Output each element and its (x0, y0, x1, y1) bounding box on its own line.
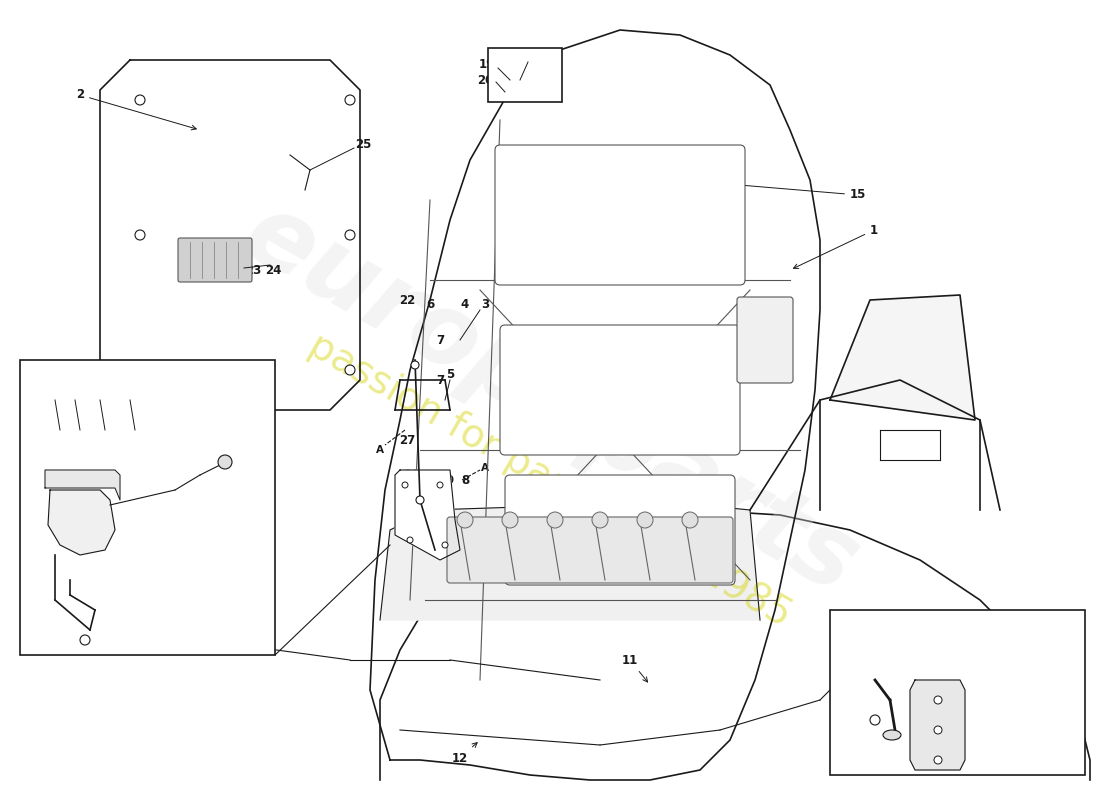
Text: 2: 2 (76, 89, 196, 130)
Text: 22: 22 (398, 294, 415, 306)
Text: 18: 18 (865, 729, 881, 742)
Circle shape (80, 635, 90, 645)
Text: 28: 28 (47, 386, 63, 398)
FancyBboxPatch shape (500, 325, 740, 455)
Text: 8: 8 (461, 474, 469, 486)
Circle shape (637, 512, 653, 528)
Circle shape (135, 95, 145, 105)
Circle shape (547, 512, 563, 528)
Circle shape (407, 537, 412, 543)
Circle shape (416, 496, 424, 504)
FancyBboxPatch shape (488, 48, 562, 102)
Circle shape (870, 715, 880, 725)
Text: 9: 9 (446, 474, 454, 486)
Circle shape (934, 756, 942, 764)
FancyBboxPatch shape (495, 145, 745, 285)
Text: europaparts: europaparts (227, 185, 873, 615)
Text: 24: 24 (265, 263, 282, 277)
Circle shape (456, 512, 473, 528)
FancyBboxPatch shape (737, 297, 793, 383)
Polygon shape (395, 470, 460, 560)
Text: 11: 11 (621, 654, 648, 682)
Ellipse shape (883, 730, 901, 740)
Text: A: A (481, 463, 490, 473)
Text: 1: 1 (793, 223, 878, 269)
Circle shape (592, 512, 608, 528)
Text: 16: 16 (1057, 714, 1074, 726)
Text: 30: 30 (92, 386, 108, 398)
Text: 7: 7 (436, 334, 444, 346)
Circle shape (682, 512, 698, 528)
FancyBboxPatch shape (178, 238, 252, 282)
FancyBboxPatch shape (830, 610, 1085, 775)
Circle shape (442, 542, 448, 548)
Text: 5: 5 (446, 369, 454, 382)
Text: 4: 4 (461, 298, 469, 311)
Text: 12: 12 (452, 742, 477, 765)
Text: 23: 23 (245, 263, 262, 277)
Text: 25: 25 (355, 138, 372, 151)
Circle shape (135, 230, 145, 240)
Text: 17: 17 (847, 709, 864, 722)
Polygon shape (48, 490, 116, 555)
Circle shape (218, 455, 232, 469)
Text: 7: 7 (436, 374, 444, 386)
FancyBboxPatch shape (505, 475, 735, 585)
Polygon shape (370, 30, 820, 780)
Circle shape (135, 365, 145, 375)
Circle shape (345, 230, 355, 240)
Polygon shape (379, 505, 760, 620)
Text: 26: 26 (404, 469, 420, 482)
Text: 20: 20 (476, 74, 493, 86)
Text: 27: 27 (398, 434, 415, 446)
Circle shape (345, 365, 355, 375)
Text: A: A (376, 445, 384, 455)
Text: 31: 31 (122, 386, 139, 398)
Text: 3: 3 (481, 298, 490, 311)
Polygon shape (379, 510, 1090, 780)
Text: passion for parts since 1985: passion for parts since 1985 (302, 326, 798, 634)
Text: 15: 15 (684, 178, 867, 202)
Circle shape (934, 696, 942, 704)
FancyBboxPatch shape (20, 360, 275, 655)
Text: 19: 19 (478, 58, 495, 71)
Text: 29: 29 (67, 386, 84, 398)
Circle shape (411, 361, 419, 369)
Text: 14: 14 (52, 615, 68, 629)
Circle shape (437, 482, 443, 488)
Circle shape (502, 512, 518, 528)
FancyBboxPatch shape (447, 517, 733, 583)
Polygon shape (45, 470, 120, 500)
Polygon shape (100, 60, 360, 410)
Circle shape (345, 95, 355, 105)
Text: 6: 6 (426, 298, 434, 311)
Text: 13: 13 (26, 383, 43, 397)
Polygon shape (830, 295, 975, 420)
Circle shape (934, 726, 942, 734)
Text: 21: 21 (530, 54, 547, 66)
Circle shape (402, 482, 408, 488)
Text: 10: 10 (97, 503, 113, 517)
Polygon shape (910, 680, 965, 770)
